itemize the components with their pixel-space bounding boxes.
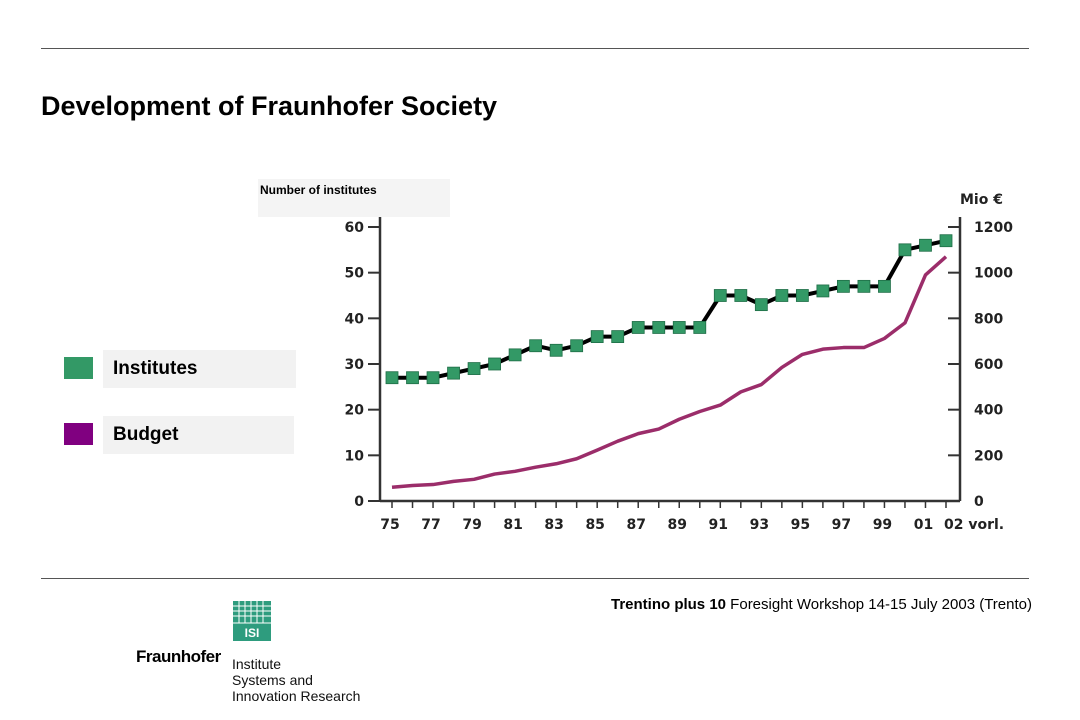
right-tick-label: 800 xyxy=(974,311,1003,327)
x-tick-label: 81 xyxy=(503,517,522,533)
right-tick-label: 600 xyxy=(974,357,1003,373)
x-tick-label: 99 xyxy=(873,517,892,533)
x-tick-label: 79 xyxy=(462,517,481,533)
isi-icon-text: ISI xyxy=(245,626,260,640)
institutes-marker xyxy=(488,357,501,371)
institutes-marker xyxy=(590,330,604,344)
isi-grid-icon: ISI xyxy=(233,601,271,641)
left-tick-label: 40 xyxy=(345,311,365,327)
institutes-marker xyxy=(795,289,809,302)
left-tick-label: 0 xyxy=(354,494,364,510)
institutes-marker xyxy=(652,321,666,334)
x-tick-label: 93 xyxy=(750,517,769,533)
institutes-marker xyxy=(529,339,543,353)
footer-text: Trentino plus 10 Foresight Workshop 14-1… xyxy=(611,596,1032,613)
legend-budget-swatch xyxy=(64,423,93,445)
x-tick-label: 75 xyxy=(380,517,399,533)
left-tick-label: 60 xyxy=(345,220,365,236)
institutes-marker xyxy=(898,243,912,257)
institutes-marker xyxy=(570,339,584,353)
right-tick-label: 400 xyxy=(974,403,1003,419)
institutes-line xyxy=(392,238,947,380)
x-tick-label: 77 xyxy=(421,517,440,533)
institutes-marker xyxy=(837,279,850,293)
logo-line-2: Systems and xyxy=(232,672,313,688)
institutes-marker xyxy=(672,321,686,334)
right-axis-unit-label: Mio € xyxy=(960,192,1003,208)
x-tick-label: 83 xyxy=(544,517,563,533)
fraunhofer-wordmark: Fraunhofer xyxy=(136,647,221,666)
institutes-marker xyxy=(816,284,830,298)
institutes-marker xyxy=(754,298,768,312)
logo-line-1: Institute xyxy=(232,656,282,672)
institutes-marker xyxy=(467,362,481,375)
institutes-marker xyxy=(713,289,727,302)
institutes-marker xyxy=(734,289,748,302)
institutes-marker xyxy=(385,371,399,385)
right-tick-label: 200 xyxy=(974,448,1003,464)
institutes-marker xyxy=(878,279,891,293)
fraunhofer-isi-logo: ISI Fraunhofer Institute Systems and Inn… xyxy=(136,600,386,715)
left-tick-label: 30 xyxy=(345,357,365,373)
institutes-marker xyxy=(919,238,932,252)
logo-subtitle: Institute Systems and Innovation Researc… xyxy=(232,656,360,704)
page-title: Development of Fraunhofer Society xyxy=(41,91,498,121)
x-tick-label: 02 vorl. xyxy=(944,517,1004,533)
legend-budget-label: Budget xyxy=(103,416,294,454)
left-tick-label: 20 xyxy=(345,403,365,419)
logo-line-3: Innovation Research xyxy=(232,688,361,704)
budget-line xyxy=(391,255,948,490)
bottom-rule xyxy=(41,578,1029,579)
x-tick-label: 91 xyxy=(709,517,728,533)
institutes-marker xyxy=(775,289,789,302)
x-tick-label: 95 xyxy=(791,517,810,533)
legend-institutes-label: Institutes xyxy=(103,350,296,388)
top-rule xyxy=(41,48,1029,49)
institutes-marker xyxy=(447,366,460,380)
institutes-marker xyxy=(508,348,522,362)
x-tick-label: 85 xyxy=(585,517,604,533)
right-tick-label: 1200 xyxy=(974,220,1013,236)
footer-bold: Trentino plus 10 xyxy=(610,596,727,613)
institutes-marker xyxy=(939,234,953,248)
x-tick-label: 87 xyxy=(626,517,645,533)
left-tick-label: 50 xyxy=(345,266,365,282)
institutes-marker xyxy=(406,371,419,385)
institutes-marker xyxy=(549,343,563,357)
x-tick-label: 97 xyxy=(832,517,851,533)
institutes-marker xyxy=(426,371,440,385)
legend-institutes-swatch xyxy=(64,357,93,379)
institutes-marker xyxy=(631,321,645,334)
institutes-marker xyxy=(693,321,707,334)
institutes-marker xyxy=(611,330,625,344)
footer-rest: Foresight Workshop 14-15 July 2003 (Tren… xyxy=(726,596,1032,613)
institutes-marker xyxy=(857,279,871,293)
left-tick-label: 10 xyxy=(345,448,365,464)
x-tick-label: 01 xyxy=(914,517,933,533)
right-tick-label: 1000 xyxy=(974,266,1013,282)
institutes-axis-label: Number of institutes xyxy=(258,179,450,217)
right-tick-label: 0 xyxy=(974,494,984,510)
x-tick-label: 89 xyxy=(668,517,687,533)
